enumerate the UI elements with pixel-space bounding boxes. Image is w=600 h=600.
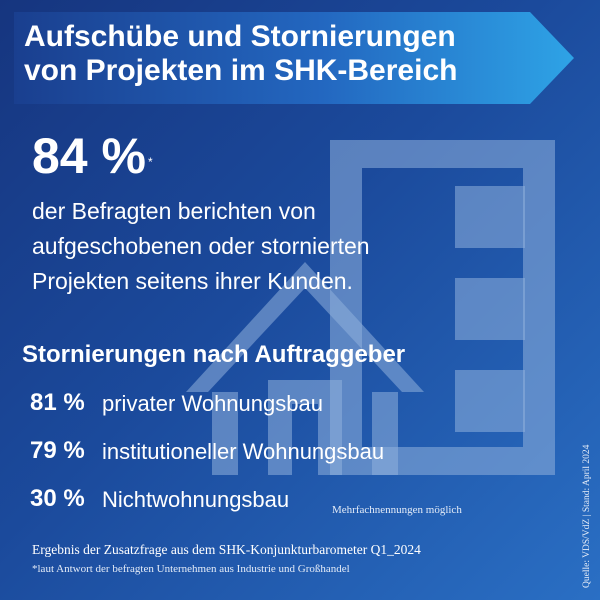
- headline-description: der Befragten berichten von aufgeschoben…: [32, 198, 370, 294]
- footnote-text: *laut Antwort der befragten Unternehmen …: [32, 563, 350, 575]
- multiple-answers-note: Mehrfachnennungen möglich: [332, 504, 462, 516]
- headline-value: 84 % *: [32, 128, 153, 184]
- stat-percent: 81 %: [30, 389, 85, 416]
- stat-label: institutioneller Wohnungsbau: [102, 439, 385, 464]
- stat-label: privater Wohnungsbau: [102, 391, 323, 416]
- footer-text: Ergebnis der Zusatzfrage aus dem SHK-Kon…: [32, 542, 421, 557]
- headline-percent: 84 %: [32, 128, 146, 184]
- section-title: Stornierungen nach Auftraggeber: [22, 341, 406, 368]
- page-title: Aufschübe und Stornierungen von Projekte…: [24, 20, 458, 87]
- stat-percent: 30 %: [30, 485, 85, 512]
- source-credit: Quelle: VDS/VdZ | Stand: April 2024: [582, 444, 592, 588]
- arrow-banner-shape: [14, 12, 574, 104]
- title-banner: Aufschübe und Stornierungen von Projekte…: [14, 12, 574, 104]
- stat-label: Nichtwohnungsbau: [102, 487, 290, 512]
- footnote-mark: *: [147, 155, 153, 169]
- stat-percent: 79 %: [30, 437, 85, 464]
